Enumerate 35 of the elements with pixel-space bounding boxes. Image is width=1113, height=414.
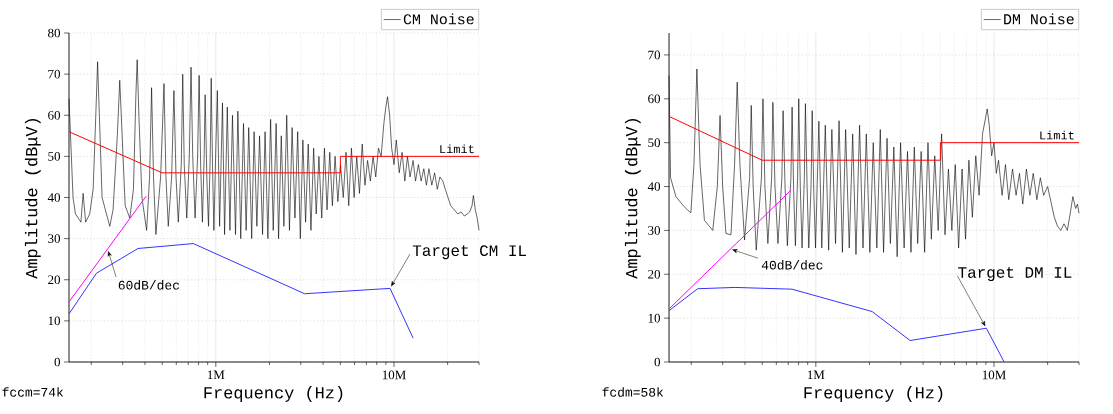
- y-tick-label: 0: [54, 357, 61, 367]
- y-tick-label: 80: [48, 28, 61, 38]
- legend-label: DM Noise: [1004, 13, 1074, 25]
- x-tick-label: 10M: [982, 370, 1006, 380]
- y-tick-label: 0: [654, 357, 661, 367]
- y-tick-label: 30: [48, 234, 61, 243]
- x-axis-title: Frequency (Hz): [804, 386, 943, 402]
- text: fcdm=58k: [602, 387, 664, 397]
- y-tick-label: 10: [48, 316, 61, 326]
- annotation: Target CM IL: [412, 245, 526, 260]
- series-label: Limit: [1040, 130, 1074, 140]
- x-axis-title: Frequency (Hz): [204, 386, 343, 402]
- series-label: Limit: [440, 144, 474, 154]
- y-tick-label: 50: [48, 152, 61, 161]
- x-tick-label: 10M: [382, 370, 406, 380]
- text: fccm=74k: [2, 387, 64, 397]
- annotation: 60dB/dec: [118, 280, 180, 290]
- y-tick-label: 60: [48, 110, 61, 120]
- y-tick-label: 70: [648, 50, 661, 60]
- y-tick-label: 20: [648, 269, 661, 279]
- y-tick-label: 40: [647, 182, 661, 191]
- y-tick-label: 20: [48, 275, 61, 285]
- y-tick-label: 40: [47, 193, 61, 202]
- x-tick-label: 1M: [207, 370, 225, 380]
- legend-label: CM Noise: [403, 13, 474, 25]
- y-tick-label: 50: [648, 138, 661, 148]
- y-tick-label: 70: [48, 69, 61, 79]
- y-axis-title: Amplitude (dBμV): [624, 119, 641, 279]
- x-tick-label: 1M: [807, 370, 825, 380]
- annotation: Target DM IL: [958, 267, 1072, 282]
- y-axis-title: Amplitude (dBμV): [24, 119, 41, 279]
- y-tick-label: 10: [648, 313, 661, 323]
- y-tick-label: 60: [648, 94, 661, 104]
- y-tick-label: 30: [648, 226, 661, 235]
- annotation: 40dB/dec: [761, 260, 823, 270]
